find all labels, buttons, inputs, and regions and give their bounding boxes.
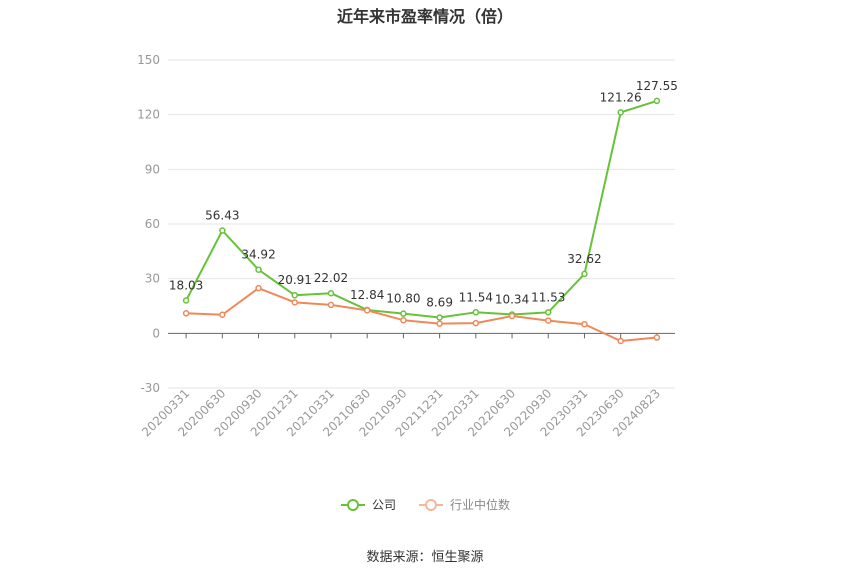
legend-label-industry: 行业中位数 [450,498,511,512]
data-label: 20.91 [278,273,312,287]
data-label: 121.26 [600,90,642,104]
legend-item-industry[interactable]: 行业中位数 [418,496,510,513]
x-axis: 2020033120200630202009302020123120210331… [139,332,675,439]
series-line-company [185,99,658,319]
data-point-company [400,310,407,317]
data-point-industry [581,320,588,328]
data-point-company [182,297,190,304]
series-line-industry [186,287,657,342]
legend-marker-company-icon [340,498,365,511]
legend-item-company[interactable]: 公司 [340,496,396,513]
data-point-company [219,227,226,234]
data-label: 56.43 [205,209,239,223]
data-point-industry [327,301,335,309]
grid-lines [168,59,675,389]
data-point-company [291,291,298,299]
data-point-industry [508,312,516,320]
data-point-industry [291,299,298,306]
data-label: 11.53 [531,290,565,304]
data-label: 32.62 [567,252,601,266]
data-label: 12.84 [350,288,384,302]
data-label: 10.34 [495,292,529,306]
data-label: 8.69 [426,295,453,309]
data-point-company [653,97,661,105]
data-label: 10.80 [386,292,420,306]
legend: 公司 行业中位数 [0,496,850,513]
data-point-industry [545,317,552,324]
legend-label-company: 公司 [371,498,396,512]
data-point-company [617,109,624,116]
data-point-company [255,266,262,273]
data-label: 18.03 [169,278,203,292]
data-point-industry [653,334,661,341]
data-point-company [436,314,443,321]
y-tick-label: 0 [152,326,160,340]
series-group [182,97,661,345]
y-tick-label: 90 [145,162,160,176]
legend-marker-industry-icon [419,498,443,511]
data-point-industry [182,310,190,317]
data-point-industry [617,337,624,345]
data-point-company [472,309,480,316]
chart-title: 近年来市盈率情况（倍） [336,7,513,26]
data-point-industry [436,320,443,327]
data-label: 127.55 [636,79,678,93]
data-label: 34.92 [241,248,275,262]
data-point-company [545,309,552,316]
data-point-company [327,289,335,297]
y-tick-label: -30 [140,381,160,395]
y-tick-label: 150 [137,53,160,67]
data-point-industry [363,307,371,314]
data-label: 11.54 [459,290,493,304]
data-source: 数据来源：恒生聚源 [366,550,484,565]
data-point-industry [472,319,480,327]
y-tick-label: 30 [145,272,160,286]
data-point-company [581,270,588,278]
y-tick-label: 60 [145,217,160,231]
data-point-industry [400,316,407,324]
y-axis: -30 0 30 60 90 120 150 [137,53,160,395]
data-label: 22.02 [314,271,348,285]
y-tick-label: 120 [137,108,160,122]
data-point-industry [255,284,262,292]
data-point-industry [219,311,226,318]
